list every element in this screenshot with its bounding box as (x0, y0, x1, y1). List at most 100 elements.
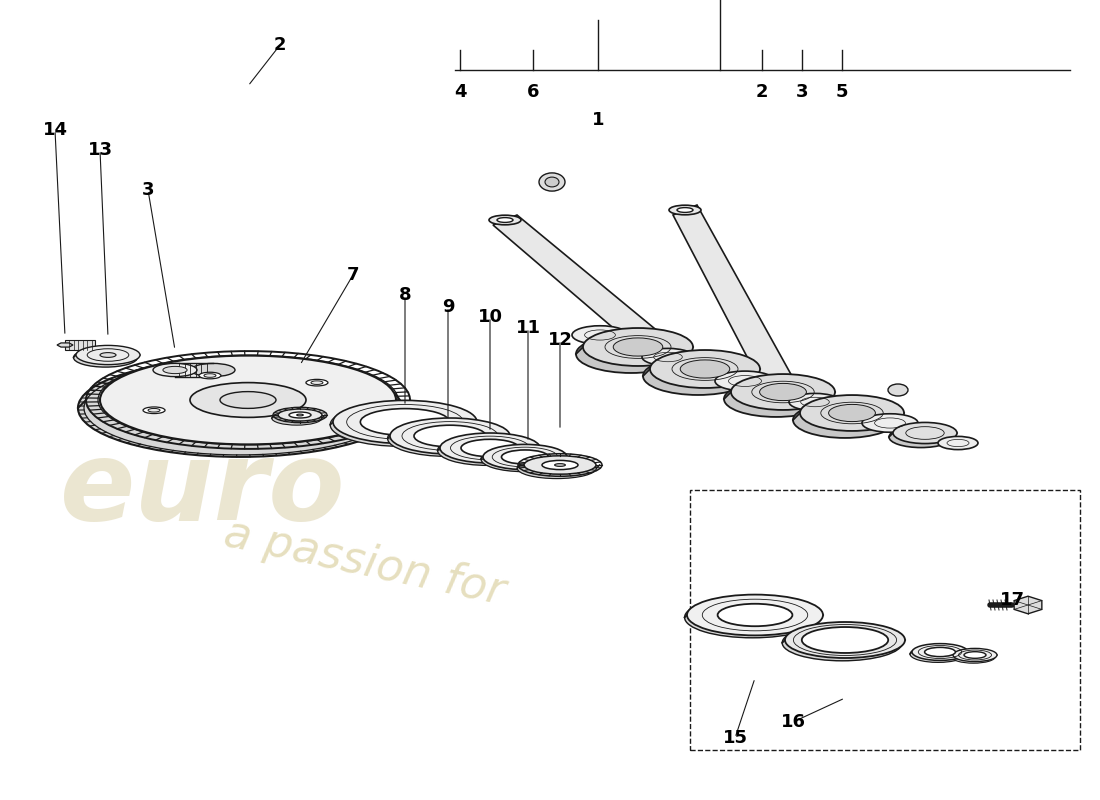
Text: 14: 14 (43, 121, 67, 139)
Ellipse shape (800, 395, 904, 431)
Ellipse shape (912, 643, 968, 661)
Text: 1: 1 (592, 111, 604, 129)
Ellipse shape (888, 384, 907, 396)
Ellipse shape (820, 633, 870, 647)
Ellipse shape (830, 635, 860, 645)
Ellipse shape (657, 354, 679, 360)
Ellipse shape (938, 437, 978, 450)
Ellipse shape (100, 353, 116, 358)
Ellipse shape (680, 362, 730, 376)
Ellipse shape (715, 606, 790, 629)
Ellipse shape (78, 359, 402, 457)
Ellipse shape (806, 628, 884, 652)
Text: 12: 12 (548, 331, 572, 349)
Ellipse shape (669, 206, 701, 214)
Ellipse shape (763, 386, 803, 398)
Ellipse shape (724, 381, 828, 417)
Polygon shape (673, 205, 797, 397)
Ellipse shape (481, 446, 565, 472)
Ellipse shape (199, 372, 221, 379)
Ellipse shape (793, 396, 837, 408)
Ellipse shape (821, 630, 828, 636)
Ellipse shape (517, 458, 596, 478)
Ellipse shape (497, 218, 513, 222)
Ellipse shape (148, 409, 159, 412)
Ellipse shape (684, 597, 821, 638)
Ellipse shape (414, 426, 486, 446)
Ellipse shape (676, 208, 693, 212)
Ellipse shape (143, 407, 165, 414)
Ellipse shape (799, 630, 886, 656)
Ellipse shape (358, 411, 447, 438)
Ellipse shape (76, 346, 140, 365)
Ellipse shape (717, 604, 792, 626)
Ellipse shape (502, 450, 549, 464)
Ellipse shape (908, 429, 942, 438)
Ellipse shape (539, 464, 575, 473)
Ellipse shape (793, 402, 896, 438)
Text: 11: 11 (516, 319, 540, 337)
Text: 16: 16 (781, 713, 805, 731)
Bar (65, 340, 95, 350)
Ellipse shape (490, 215, 521, 225)
Ellipse shape (572, 326, 628, 344)
Text: 9: 9 (442, 298, 454, 316)
Text: 2: 2 (756, 83, 768, 101)
Text: 7: 7 (346, 266, 360, 284)
Ellipse shape (297, 414, 304, 416)
Ellipse shape (816, 643, 825, 649)
Ellipse shape (163, 366, 187, 374)
Ellipse shape (828, 405, 876, 422)
Ellipse shape (962, 654, 984, 660)
Ellipse shape (866, 417, 914, 430)
Polygon shape (1014, 596, 1042, 614)
Bar (690, 490, 1080, 750)
Ellipse shape (483, 444, 566, 470)
Ellipse shape (732, 374, 835, 410)
Ellipse shape (272, 411, 322, 425)
Ellipse shape (390, 418, 510, 454)
Ellipse shape (789, 394, 842, 410)
Ellipse shape (761, 386, 805, 398)
Ellipse shape (953, 648, 997, 662)
Text: 3: 3 (142, 181, 154, 199)
Ellipse shape (153, 363, 197, 377)
Ellipse shape (785, 622, 905, 658)
Ellipse shape (411, 427, 484, 450)
Ellipse shape (861, 644, 869, 650)
Text: 10: 10 (477, 308, 503, 326)
Text: 2: 2 (274, 36, 286, 54)
Ellipse shape (539, 173, 565, 191)
Text: 13: 13 (88, 141, 112, 159)
Text: 3: 3 (795, 83, 808, 101)
Ellipse shape (330, 403, 474, 446)
Ellipse shape (191, 363, 235, 377)
Ellipse shape (802, 627, 888, 653)
Ellipse shape (289, 412, 311, 418)
Ellipse shape (74, 348, 138, 367)
Ellipse shape (862, 414, 918, 432)
Ellipse shape (650, 350, 760, 388)
Ellipse shape (542, 461, 578, 470)
Ellipse shape (333, 400, 477, 443)
Ellipse shape (952, 650, 996, 663)
Ellipse shape (100, 355, 396, 444)
Ellipse shape (925, 647, 956, 657)
Ellipse shape (311, 381, 323, 385)
Polygon shape (57, 343, 73, 347)
Ellipse shape (688, 594, 823, 635)
Ellipse shape (499, 452, 547, 466)
Ellipse shape (760, 383, 806, 401)
Text: 6: 6 (527, 83, 539, 101)
Ellipse shape (782, 625, 902, 661)
Ellipse shape (459, 442, 517, 459)
Ellipse shape (286, 415, 308, 421)
Text: 17: 17 (1000, 591, 1024, 609)
Ellipse shape (524, 456, 596, 474)
Text: 5: 5 (836, 83, 848, 101)
Ellipse shape (715, 371, 775, 391)
Ellipse shape (440, 433, 540, 463)
Ellipse shape (646, 351, 690, 363)
Ellipse shape (644, 357, 754, 395)
Text: 4: 4 (453, 83, 466, 101)
